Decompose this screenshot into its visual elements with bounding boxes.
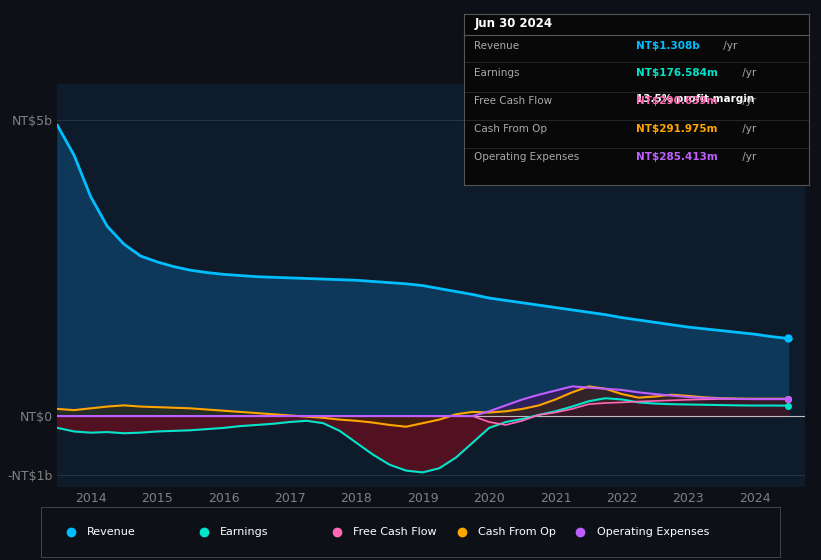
Text: NT$285.413m: NT$285.413m [636, 152, 718, 162]
Text: NT$290.639m: NT$290.639m [636, 96, 718, 106]
Text: /yr: /yr [720, 41, 737, 52]
Text: /yr: /yr [739, 152, 756, 162]
Text: NT$1.308b: NT$1.308b [636, 41, 700, 52]
Text: Free Cash Flow: Free Cash Flow [353, 527, 437, 537]
Text: NT$291.975m: NT$291.975m [636, 124, 718, 134]
Text: Jun 30 2024: Jun 30 2024 [475, 17, 553, 30]
Text: /yr: /yr [739, 68, 756, 78]
Text: Earnings: Earnings [220, 527, 268, 537]
Text: Free Cash Flow: Free Cash Flow [475, 96, 553, 106]
Text: Earnings: Earnings [475, 68, 520, 78]
Text: Revenue: Revenue [87, 527, 135, 537]
Text: NT$176.584m: NT$176.584m [636, 68, 718, 78]
Text: /yr: /yr [739, 96, 756, 106]
Text: /yr: /yr [739, 124, 756, 134]
Text: 13.5% profit margin: 13.5% profit margin [636, 94, 754, 104]
Text: Cash From Op: Cash From Op [479, 527, 557, 537]
Text: Revenue: Revenue [475, 41, 520, 52]
Text: Operating Expenses: Operating Expenses [597, 527, 709, 537]
Text: Operating Expenses: Operating Expenses [475, 152, 580, 162]
Text: Cash From Op: Cash From Op [475, 124, 548, 134]
